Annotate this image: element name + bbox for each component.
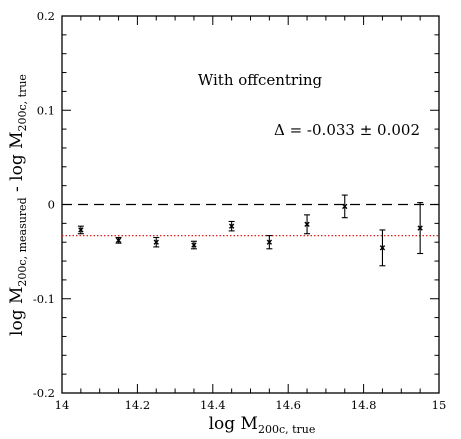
y-tick-label: -0.1 [33,292,55,306]
data-point [191,242,197,248]
x-tick-label: 15 [432,398,447,412]
data-point [115,237,122,244]
y-tick-label: 0.2 [37,9,55,23]
data-point [153,239,159,245]
x-axis-title-sub: 200c, true [258,423,315,436]
y-tick-label: 0.1 [37,103,55,117]
y-axis-title: log M200c, measured - log M200c, true [7,74,29,336]
data-point [342,203,348,210]
data-point [304,221,310,227]
tick-labels: 14 14.2 14.4 14.6 14.8 15 -0.2 -0.1 0 0.1 0.2 [33,9,447,412]
x-axis-title-main: log M [209,414,258,434]
annotation-title: With offcentring [198,71,323,89]
x-tick-label: 14 [55,398,70,412]
data-point [379,245,386,251]
data-point [417,225,423,231]
y-axis-title-sub1: 200c, measured [16,197,29,286]
y-axis-title-mid: - log M [7,131,27,197]
data-point [266,239,273,245]
y-tick-label: -0.2 [33,386,55,400]
y-axis-title-main: log M [7,287,27,336]
ticks [61,15,440,394]
x-tick-label: 14.4 [200,398,226,412]
data-points [77,194,424,267]
x-tick-label: 14.8 [351,398,377,412]
x-tick-label: 14.6 [275,398,301,412]
data-point [228,223,235,229]
data-point [78,227,84,233]
annotation-delta: Δ = -0.033 ± 0.002 [274,121,420,139]
x-axis-title: log M200c, true [209,414,316,436]
y-axis-title-sub2: 200c, true [16,74,29,131]
y-tick-label: 0 [48,198,55,212]
x-tick-label: 14.2 [125,398,151,412]
